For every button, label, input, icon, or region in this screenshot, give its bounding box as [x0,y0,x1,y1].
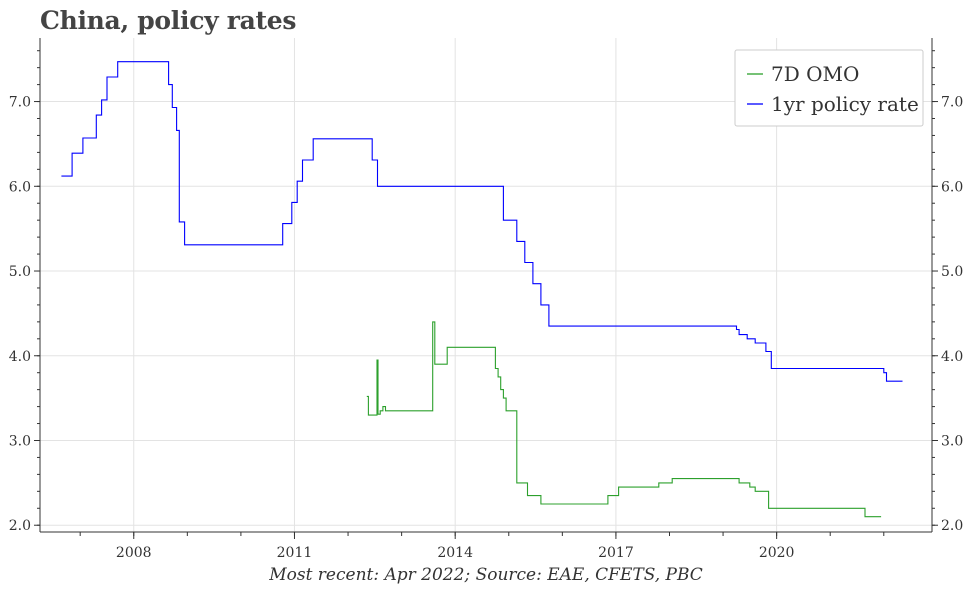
plot-frame [39,38,933,533]
y-tick-label-right: 2.0 [941,518,963,534]
y-tick-label-left: 3.0 [9,433,31,449]
legend: 7D OMO 1yr policy rate [734,49,924,127]
y-tick-label-left: 4.0 [9,349,31,365]
x-tick-label: 2014 [437,545,473,561]
chart-title: China, policy rates [40,6,297,35]
y-tick-label-right: 3.0 [941,433,963,449]
axes: 2008 2011 2014 2017 2020 2.0 2.0 3.0 3.0 4.0 4.0 5.… [9,50,963,561]
y-tick-label-right: 6.0 [941,179,963,195]
series-lines [61,61,903,518]
legend-label-1: 1yr policy rate [771,92,919,116]
legend-label-0: 7D OMO [771,62,859,86]
series-line-1 [61,61,903,382]
y-tick-label-left: 7.0 [9,95,31,111]
y-tick-label-left: 6.0 [9,179,31,195]
y-tick-label-right: 5.0 [941,264,963,280]
x-tick-label: 2020 [759,545,795,561]
footnote: Most recent: Apr 2022; Source: EAE, CFET… [269,565,703,585]
x-tick-label: 2008 [116,545,152,561]
y-tick-label-left: 5.0 [9,264,31,280]
x-tick-label: 2017 [598,545,634,561]
y-tick-label-right: 7.0 [941,95,963,111]
y-tick-label-right: 4.0 [941,349,963,365]
legend-box [734,49,924,127]
x-tick-label: 2011 [277,545,313,561]
y-tick-label-left: 2.0 [9,518,31,534]
series-line-0 [366,321,882,518]
